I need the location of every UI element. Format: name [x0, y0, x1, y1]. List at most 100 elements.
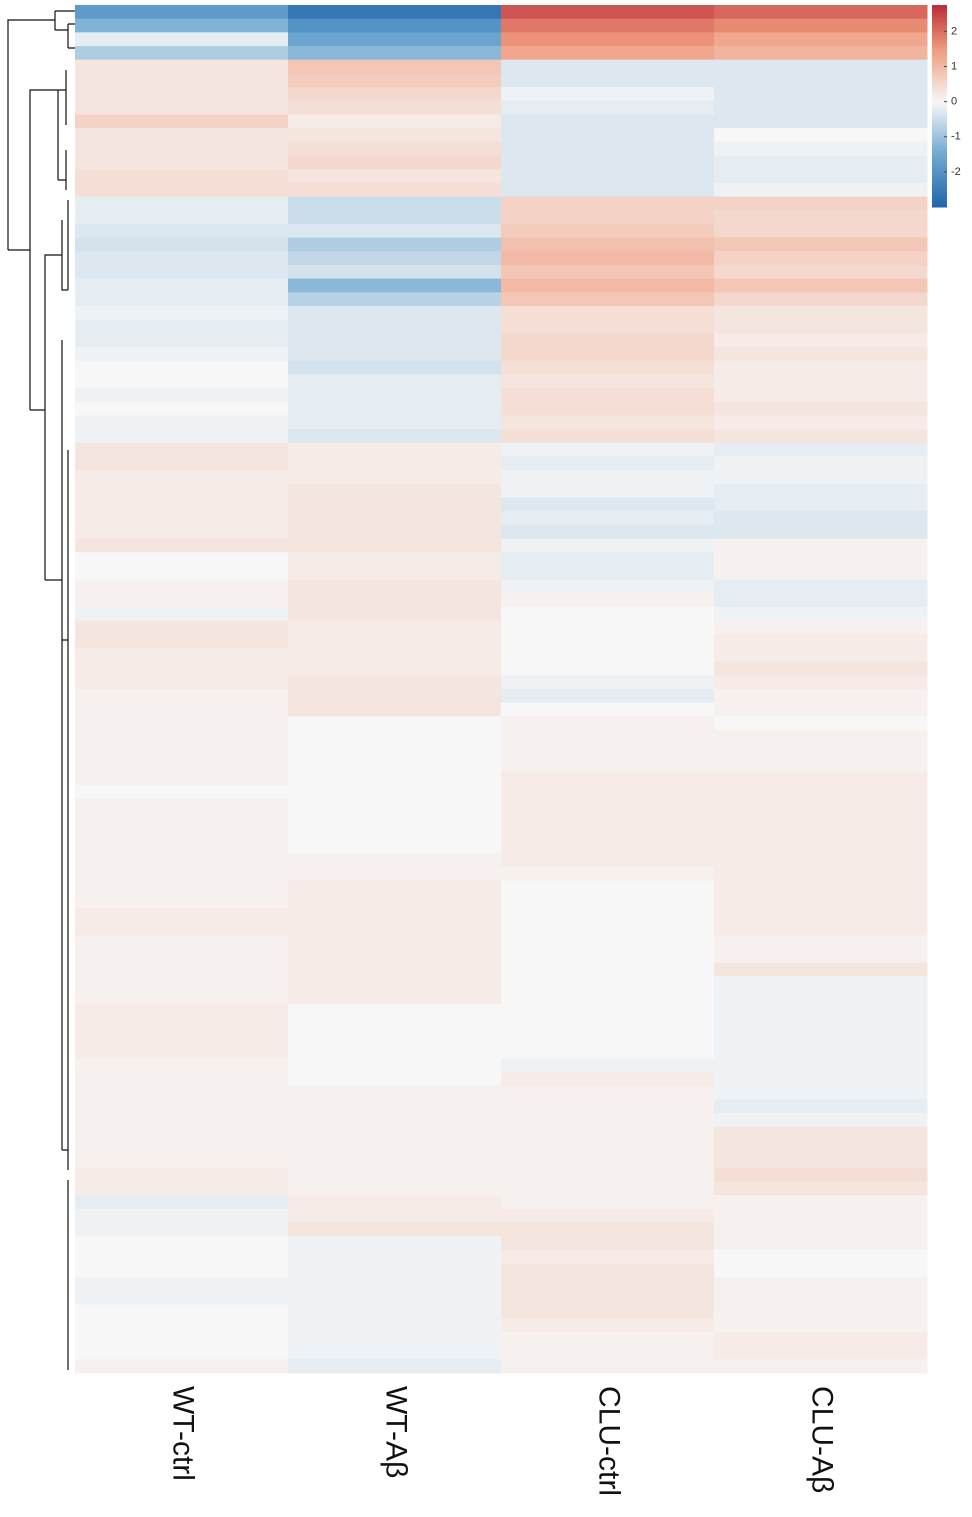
heatmap-cell: [288, 114, 502, 129]
heatmap-cell: [288, 429, 502, 444]
heatmap-cell: [501, 59, 715, 74]
heatmap-cell: [501, 948, 715, 964]
heatmap-cell: [288, 798, 502, 813]
heatmap-cell: [288, 1263, 502, 1278]
heatmap-cell: [714, 305, 928, 321]
heatmap-cell: [714, 251, 928, 266]
heatmap-cell: [714, 866, 928, 882]
heatmap-cell: [501, 1031, 715, 1046]
legend-swatch: [932, 103, 947, 107]
heatmap-cell: [288, 1140, 502, 1155]
heatmap-cell: [75, 155, 289, 170]
heatmap-cell: [714, 1031, 928, 1046]
heatmap-cell: [501, 360, 715, 375]
legend-swatch: [932, 99, 947, 103]
heatmap-cell: [714, 675, 928, 690]
heatmap-cell: [714, 812, 928, 827]
heatmap-cell: [75, 784, 289, 799]
heatmap-cell: [288, 1304, 502, 1319]
heatmap-cell: [75, 59, 289, 74]
heatmap-cell: [288, 853, 502, 868]
legend-swatch: [932, 7, 947, 10]
legend-swatch: [932, 194, 947, 198]
heatmap-cell: [75, 634, 289, 649]
heatmap-cell: [288, 128, 502, 143]
heatmap-cell: [75, 552, 289, 567]
heatmap-cell: [501, 812, 715, 827]
heatmap-cell: [288, 333, 502, 348]
legend-swatch: [932, 55, 947, 59]
heatmap-cell: [288, 620, 502, 635]
heatmap-cell: [75, 292, 289, 307]
heatmap-cell: [714, 18, 928, 33]
heatmap-cell: [288, 935, 502, 950]
heatmap-cell: [75, 771, 289, 786]
heatmap-cell: [501, 497, 715, 512]
legend-tick-label: 0: [951, 96, 957, 108]
heatmap-cell: [501, 839, 715, 854]
legend-swatch: [932, 35, 947, 38]
heatmap-cell: [714, 593, 928, 608]
heatmap-cell: [288, 46, 502, 61]
heatmap-cell: [75, 730, 289, 745]
legend-swatch: [932, 166, 947, 170]
heatmap-cell: [501, 606, 715, 622]
heatmap-cell: [288, 360, 502, 375]
legend-swatch: [932, 97, 947, 101]
heatmap-cell: [501, 155, 715, 170]
heatmap-cell: [501, 73, 715, 88]
heatmap-cell: [288, 606, 502, 622]
heatmap-cell: [75, 141, 289, 156]
heatmap-cell: [501, 1181, 715, 1196]
heatmap-cell: [501, 1099, 715, 1114]
heatmap-cell: [501, 1236, 715, 1251]
legend-swatch: [932, 33, 947, 36]
heatmap-cell: [75, 962, 289, 977]
heatmap-cell: [501, 100, 715, 115]
heatmap-cell: [501, 866, 715, 882]
heatmap-cell: [501, 347, 715, 362]
heatmap-cell: [501, 989, 715, 1005]
heatmap-cell: [501, 5, 715, 20]
heatmap-cell: [714, 347, 928, 362]
heatmap-cell: [501, 1113, 715, 1128]
heatmap-cell: [75, 347, 289, 362]
heatmap-cell: [75, 606, 289, 622]
heatmap-cell: [714, 196, 928, 211]
legend-swatch: [932, 190, 947, 194]
legend-swatch: [932, 13, 947, 16]
heatmap-cell: [288, 962, 502, 977]
legend-swatch: [932, 47, 947, 50]
heatmap-cell: [75, 1099, 289, 1114]
heatmap-cell: [714, 1154, 928, 1169]
heatmap-cell: [75, 32, 289, 47]
heatmap-cell: [75, 1359, 289, 1374]
legend-swatch: [932, 196, 947, 200]
heatmap-cell: [75, 743, 289, 758]
heatmap-cell: [714, 784, 928, 799]
heatmap-cell: [75, 907, 289, 923]
heatmap-cell: [714, 538, 928, 553]
heatmap-cell: [501, 825, 715, 840]
heatmap-cell: [75, 1044, 289, 1059]
heatmap-cell: [75, 305, 289, 321]
heatmap-cell: [288, 100, 502, 115]
heatmap-cell: [288, 771, 502, 786]
heatmap-cell: [288, 647, 502, 663]
heatmap-cell: [75, 976, 289, 991]
heatmap-cell: [75, 264, 289, 280]
heatmap-cell: [714, 415, 928, 430]
legend-swatch: [932, 15, 947, 18]
heatmap-cell: [288, 593, 502, 608]
dendrogram: [7, 10, 75, 1370]
legend-tick-label: 1: [951, 60, 957, 72]
heatmap-cell: [288, 552, 502, 567]
legend-swatch: [932, 21, 947, 24]
heatmap-cell: [501, 292, 715, 307]
heatmap-cell: [714, 264, 928, 280]
heatmap-cell: [75, 196, 289, 211]
heatmap-cell: [501, 251, 715, 266]
heatmap-cell: [288, 1072, 502, 1087]
legend-swatch: [932, 192, 947, 196]
